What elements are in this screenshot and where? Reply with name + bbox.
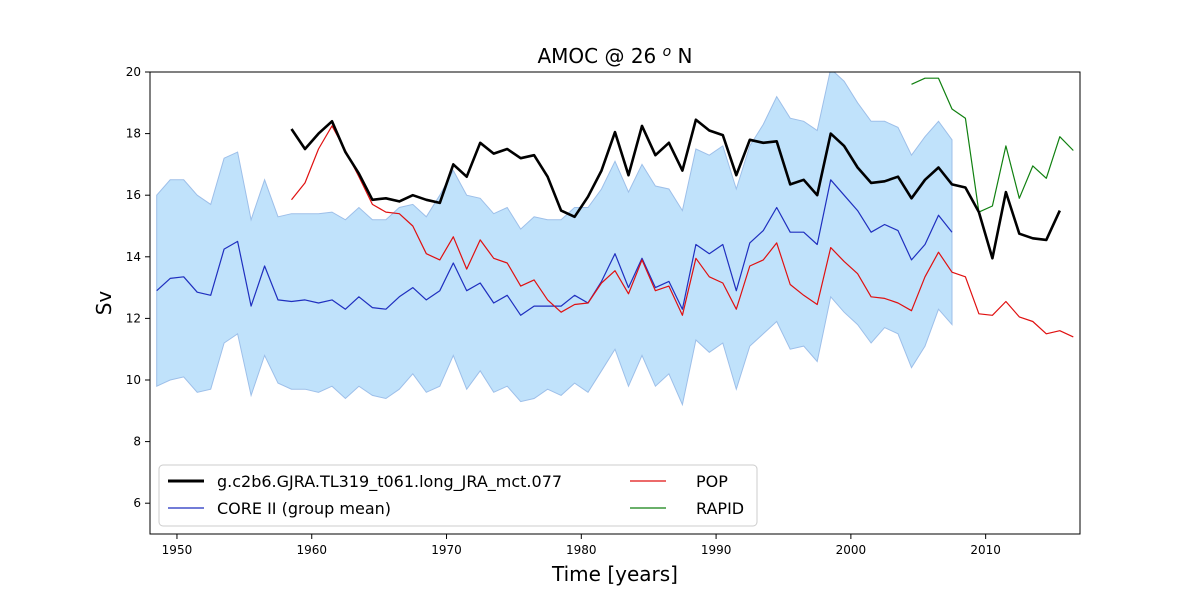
legend-label-core: CORE II (group mean) (217, 499, 391, 518)
y-axis-ticks: 6 8 10 12 14 16 18 20 (126, 65, 150, 510)
x-tick-label: 1980 (566, 543, 597, 557)
y-tick-label: 12 (126, 311, 141, 325)
y-tick-label: 8 (133, 435, 141, 449)
legend-label-pop: POP (696, 472, 728, 491)
chart-title-superscript: o (663, 44, 672, 60)
legend-label-rapid: RAPID (696, 499, 744, 518)
chart-title-main: AMOC @ 26 (537, 44, 662, 68)
y-tick-label: 18 (126, 127, 141, 141)
y-tick-label: 6 (133, 496, 141, 510)
chart-title-suffix: N (671, 44, 692, 68)
x-tick-label: 1990 (701, 543, 732, 557)
plot-frame (149, 71, 1081, 535)
x-tick-label: 2010 (970, 543, 1001, 557)
x-axis-ticks: 1950 1960 1970 1980 1990 2000 2010 (162, 534, 1001, 557)
legend-label-model: g.c2b6.GJRA.TL319_t061.long_JRA_mct.077 (217, 472, 562, 492)
series-line-pop (291, 125, 1074, 338)
y-tick-label: 16 (126, 188, 141, 202)
x-tick-label: 1960 (296, 543, 327, 557)
chart-title: AMOC @ 26 o N (537, 44, 692, 68)
y-axis-label: Sv (92, 291, 116, 316)
legend: g.c2b6.GJRA.TL319_t061.long_JRA_mct.077 … (158, 464, 758, 527)
y-tick-label: 14 (126, 250, 141, 264)
x-tick-label: 1970 (431, 543, 462, 557)
series-line-model (290, 118, 1061, 260)
legend-box (158, 464, 758, 527)
x-tick-label: 1950 (162, 543, 193, 557)
y-tick-label: 10 (126, 373, 141, 387)
core-ii-spread-band (156, 72, 953, 407)
series-layer (156, 77, 1074, 338)
x-axis-label: Time [years] (551, 562, 678, 586)
spread-band-layer (156, 72, 953, 407)
y-tick-label: 20 (126, 65, 141, 79)
series-line-rapid (911, 77, 1074, 213)
x-tick-label: 2000 (836, 543, 867, 557)
